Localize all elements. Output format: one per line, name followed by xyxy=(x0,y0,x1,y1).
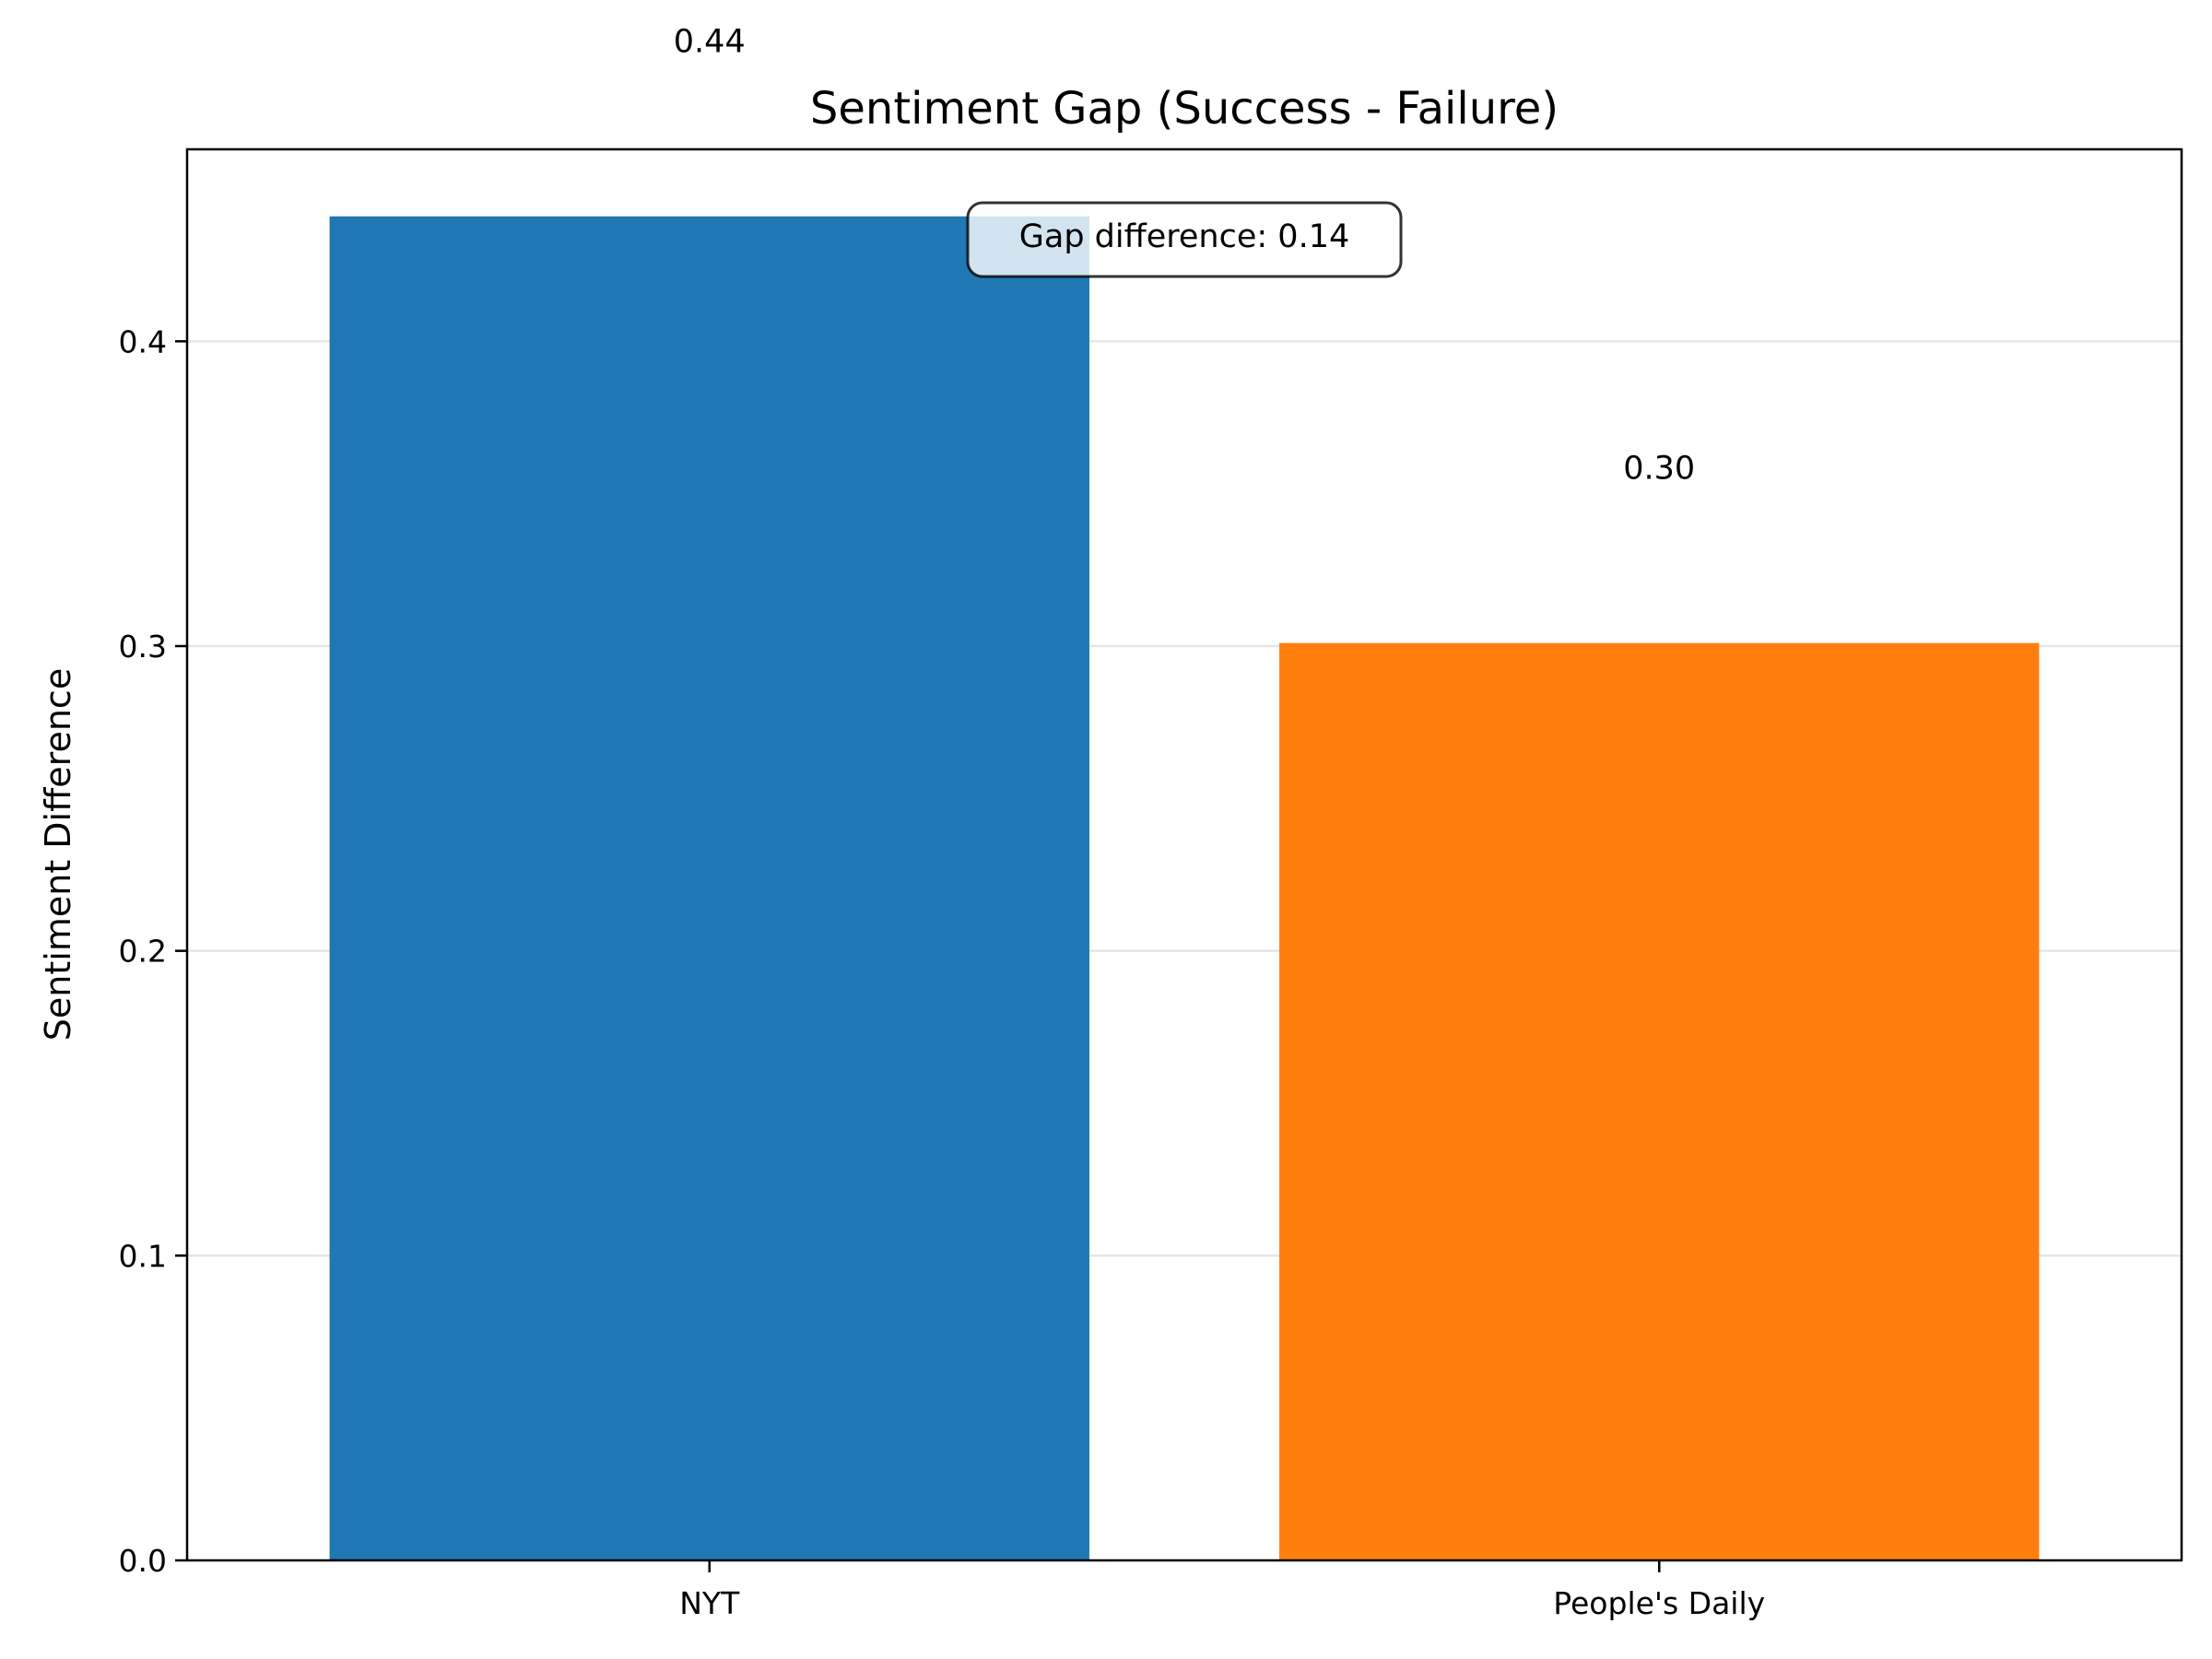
gap-annotation-text: Gap difference: 0.14 xyxy=(1019,218,1349,255)
y-tick-label: 0.2 xyxy=(119,934,167,970)
y-axis: 0.0 0.1 0.2 0.3 0.4 xyxy=(119,324,187,1579)
bar xyxy=(1279,642,2040,1560)
y-tick-label: 0.1 xyxy=(119,1238,167,1274)
bar-value-labels: 0.44 0.30 xyxy=(674,24,1695,488)
x-tick-label: People's Daily xyxy=(1553,1585,1765,1621)
y-axis-label: Sentiment Difference xyxy=(38,668,78,1041)
gap-annotation: Gap difference: 0.14 xyxy=(966,201,1403,278)
bar-value-label: 0.30 xyxy=(1623,451,1695,488)
bar xyxy=(329,216,1089,1560)
y-tick-label: 0.4 xyxy=(119,324,167,359)
chart-title: Sentiment Gap (Success - Failure) xyxy=(810,83,1559,135)
y-tick-label: 0.0 xyxy=(119,1543,167,1579)
gap-annotation-box xyxy=(966,201,1403,278)
plot-frame xyxy=(185,147,2183,1562)
y-tick-label: 0.3 xyxy=(119,629,167,665)
x-tick-label: NYT xyxy=(679,1585,740,1621)
bar-value-label: 0.44 xyxy=(674,24,746,61)
x-axis: NYT People's Daily xyxy=(679,1560,1765,1621)
bars xyxy=(329,216,2040,1560)
